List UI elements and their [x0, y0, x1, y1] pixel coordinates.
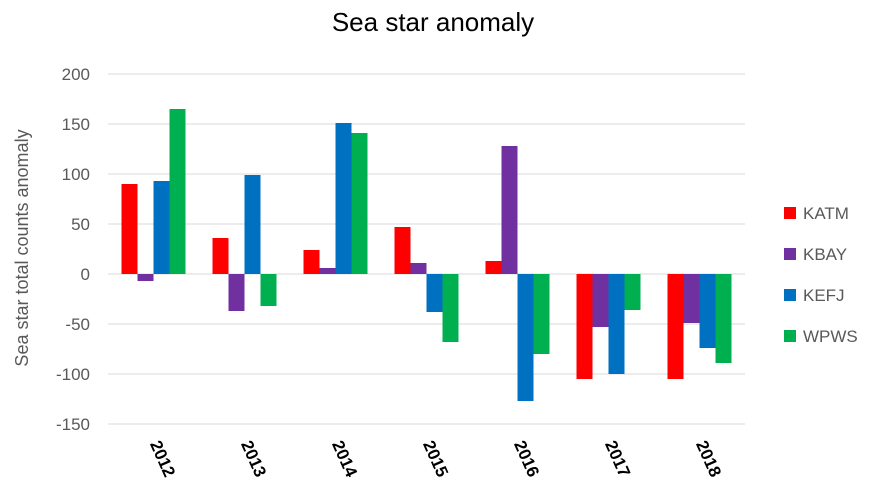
bar-wpws-2013	[260, 274, 277, 306]
bar-wpws-2017	[624, 274, 641, 310]
bars	[121, 109, 732, 401]
bar-wpws-2015	[442, 274, 459, 342]
x-tick-label: 2012	[146, 438, 179, 480]
bar-katm-2013	[212, 238, 229, 274]
bar-wpws-2018	[715, 274, 732, 363]
bar-kbay-2018	[683, 274, 700, 323]
bar-wpws-2014	[351, 133, 368, 274]
bar-katm-2014	[303, 250, 320, 274]
bar-katm-2017	[576, 274, 593, 379]
x-tick-label: 2014	[328, 438, 361, 481]
x-tick-label: 2013	[237, 438, 270, 480]
x-tick-label: 2015	[419, 438, 452, 480]
x-tick-label: 2017	[601, 438, 634, 480]
bar-katm-2015	[394, 227, 411, 274]
bar-kefj-2014	[335, 123, 352, 274]
gridlines	[108, 73, 745, 425]
bar-kefj-2018	[699, 274, 716, 348]
legend-swatch-wpws	[784, 330, 796, 342]
y-tick-label: -150	[56, 415, 90, 434]
bar-katm-2018	[667, 274, 684, 379]
y-tick-label: -100	[56, 365, 90, 384]
bar-katm-2016	[485, 261, 502, 274]
y-tick-label: 50	[71, 215, 90, 234]
y-tick-label: 0	[81, 265, 90, 284]
y-tick-label: -50	[65, 315, 90, 334]
bar-kefj-2013	[244, 175, 261, 274]
x-tick-labels: 2012 2013 2014 2015 2016 2017 2018	[146, 438, 725, 481]
bar-kbay-2013	[228, 274, 245, 311]
bar-kbay-2014	[319, 268, 336, 274]
bar-wpws-2012	[169, 109, 186, 274]
y-axis-label: Sea star total counts anomaly	[12, 129, 32, 366]
bar-wpws-2016	[533, 274, 550, 354]
bar-kbay-2017	[592, 274, 609, 327]
bar-kbay-2015	[410, 263, 427, 274]
bar-kefj-2017	[608, 274, 625, 374]
y-tick-labels: 200 150 100 50 0 -50 -100 -150	[56, 65, 90, 434]
y-tick-label: 150	[62, 115, 90, 134]
legend-label: KBAY	[803, 245, 847, 264]
bar-kbay-2016	[501, 146, 518, 274]
legend-swatch-kefj	[784, 289, 796, 301]
x-tick-label: 2018	[692, 438, 725, 480]
bar-kefj-2012	[153, 181, 170, 274]
bar-kbay-2012	[137, 274, 154, 281]
legend-label: KATM	[803, 204, 849, 223]
legend-swatch-katm	[784, 207, 796, 219]
legend-label: KEFJ	[803, 286, 845, 305]
y-tick-label: 100	[62, 165, 90, 184]
legend: KATM KBAY KEFJ WPWS	[784, 204, 858, 346]
bar-katm-2012	[121, 184, 138, 274]
legend-swatch-kbay	[784, 248, 796, 260]
x-tick-label: 2016	[510, 438, 543, 480]
chart-title: Sea star anomaly	[332, 7, 534, 37]
bar-kefj-2015	[426, 274, 443, 312]
legend-label: WPWS	[803, 327, 858, 346]
y-tick-label: 200	[62, 65, 90, 84]
bar-kefj-2016	[517, 274, 534, 401]
